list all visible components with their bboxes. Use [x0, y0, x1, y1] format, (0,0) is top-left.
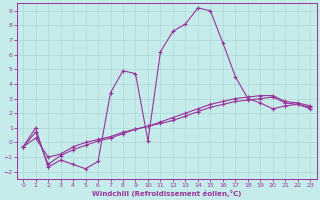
X-axis label: Windchill (Refroidissement éolien,°C): Windchill (Refroidissement éolien,°C)	[92, 190, 241, 197]
